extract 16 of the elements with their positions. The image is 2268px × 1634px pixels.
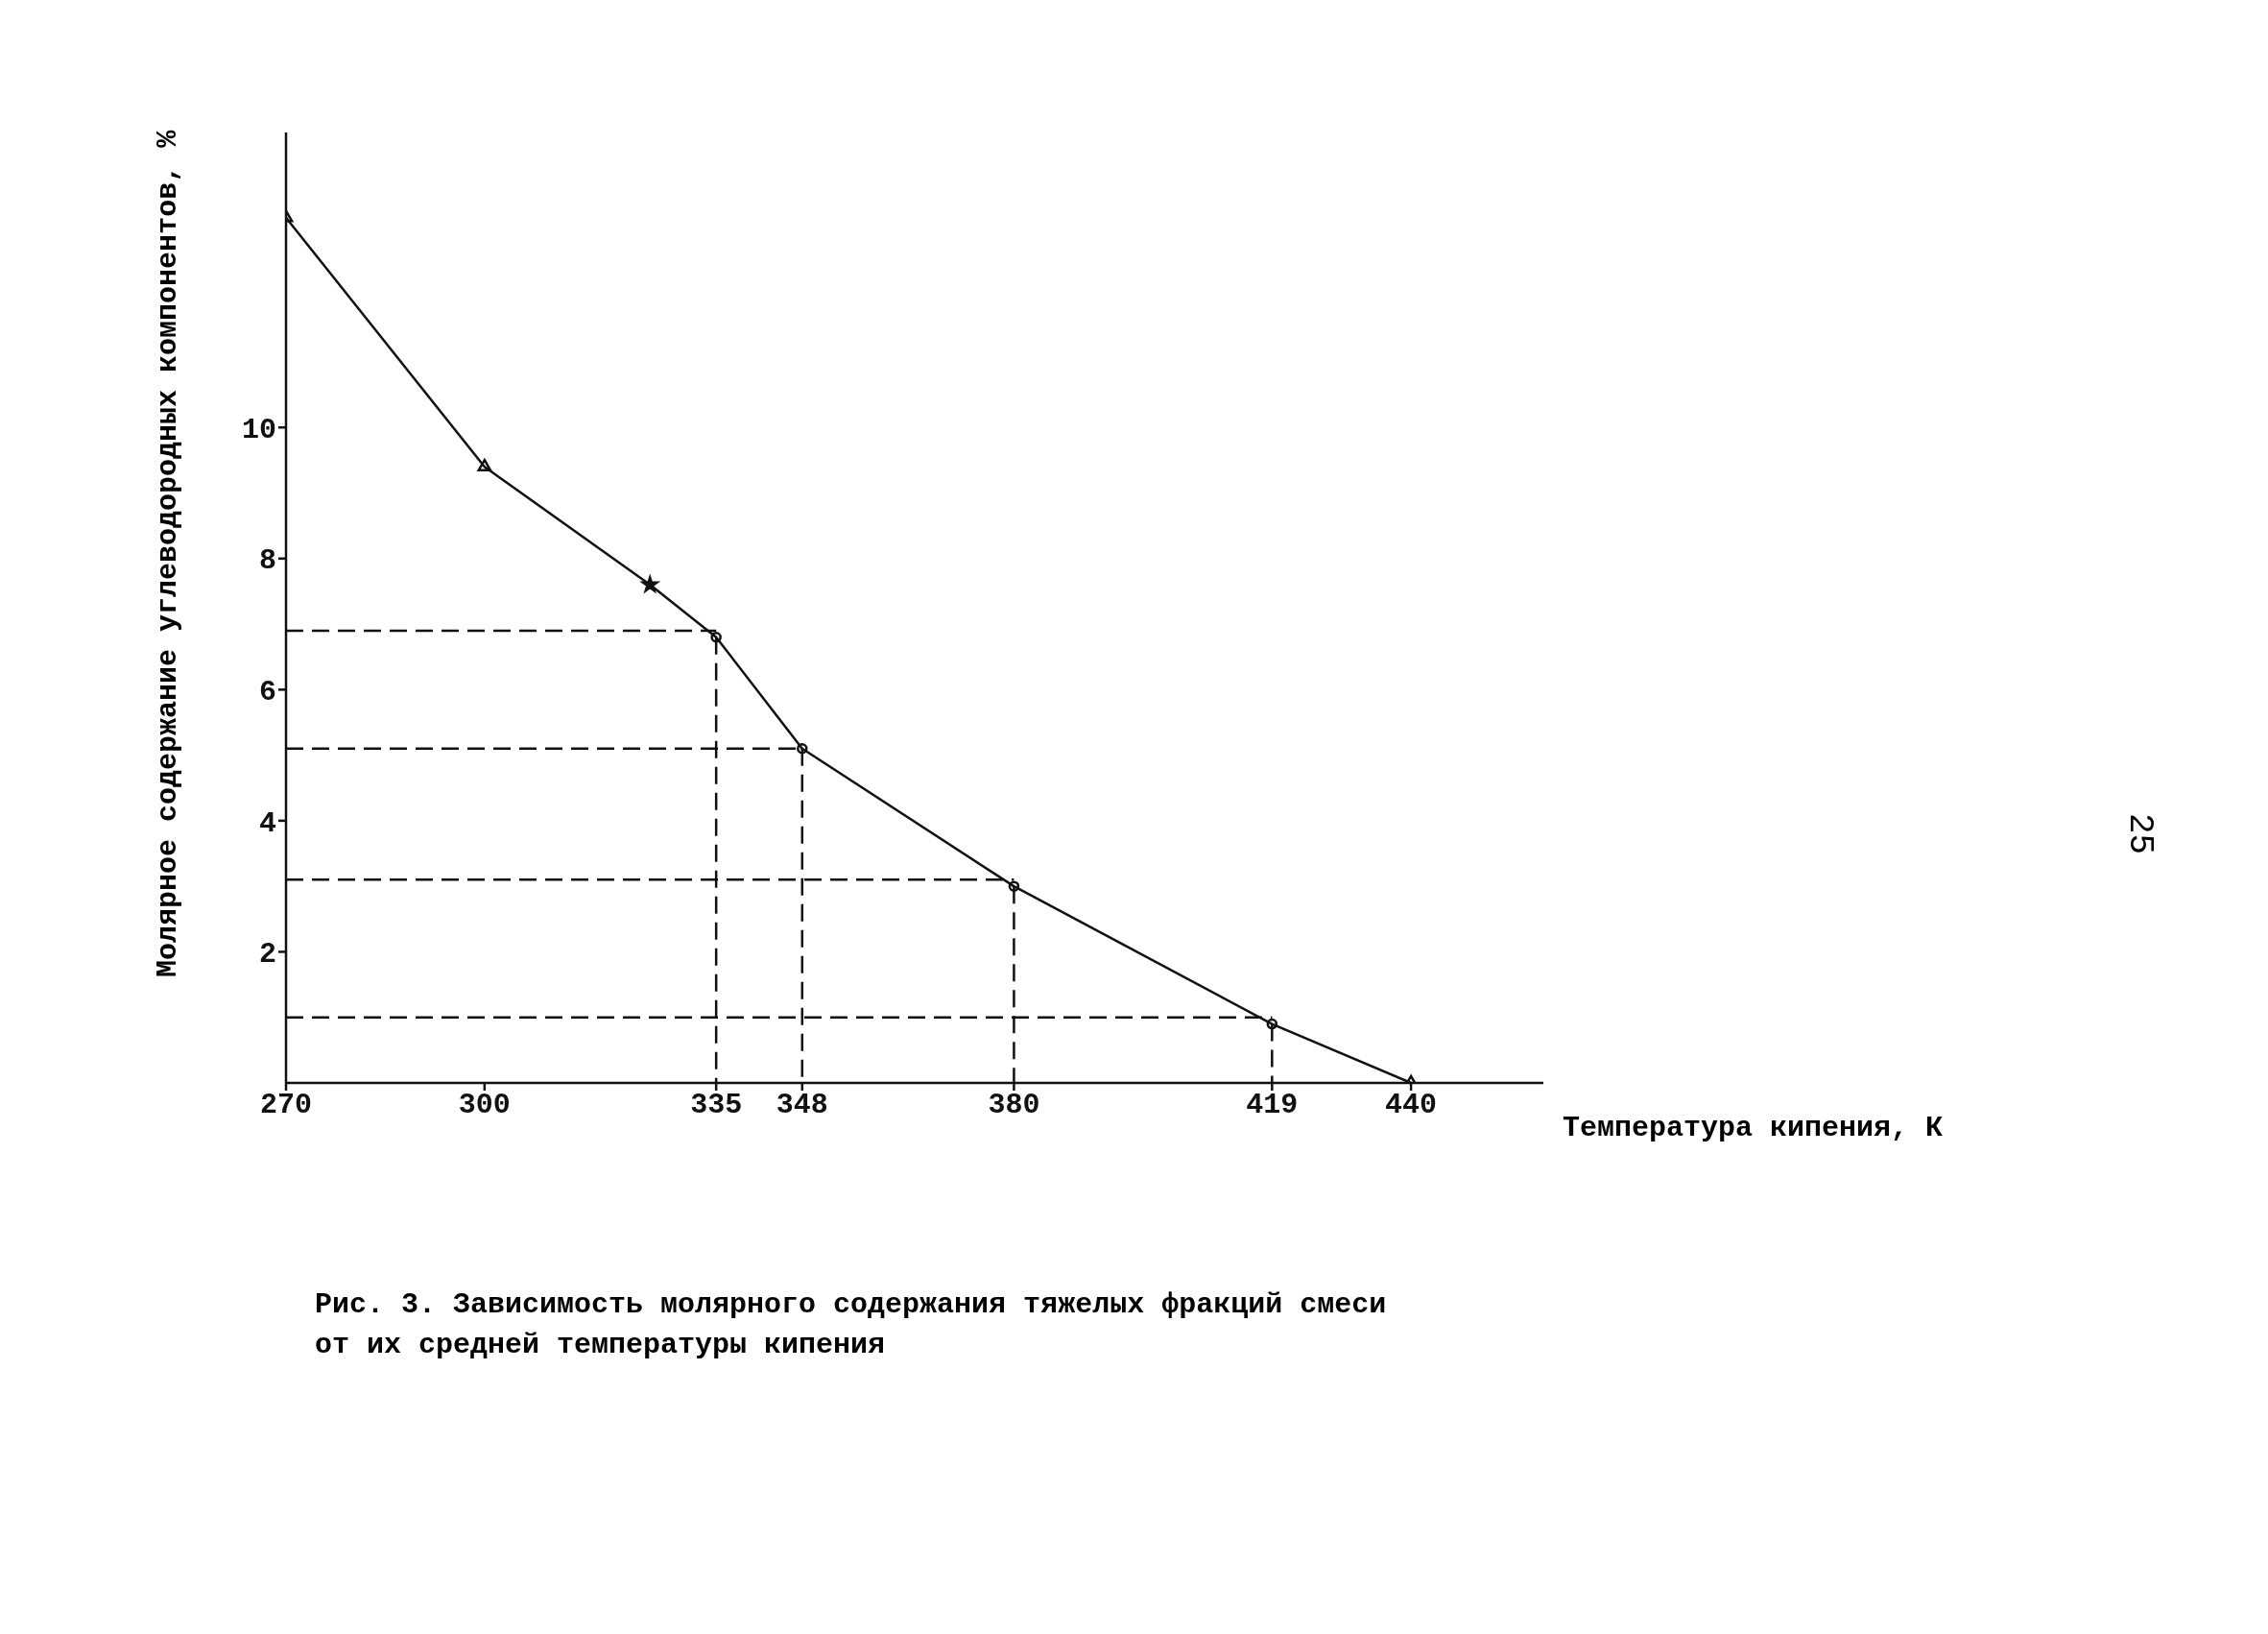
x-tick-label: 348 xyxy=(776,1089,828,1122)
x-tick-label: 335 xyxy=(690,1089,743,1122)
text: 25 xyxy=(2120,812,2161,855)
y-tick-label: 8 xyxy=(258,544,276,578)
x-tick-label: 300 xyxy=(458,1089,511,1122)
y-tick-label: 4 xyxy=(258,806,276,840)
text: Рис. 3. Зависимость молярного содержания тяжелых фракций смеси от их средней температуры кипения xyxy=(315,1287,1388,1363)
x-tick-label: 380 xyxy=(988,1089,1040,1122)
x-axis-title: Температура кипения, К xyxy=(1563,1112,1944,1144)
y-tick-label: 2 xyxy=(258,938,276,972)
y-tick-label: 6 xyxy=(258,675,276,709)
y-axis-title: Молярное содержание углеводородных компонентов, % xyxy=(152,130,184,977)
y-tick-label: 10 xyxy=(241,413,276,446)
x-tick-label: 270 xyxy=(259,1089,313,1122)
x-tick-label: 440 xyxy=(1385,1089,1438,1122)
x-tick-label: 419 xyxy=(1246,1089,1299,1122)
